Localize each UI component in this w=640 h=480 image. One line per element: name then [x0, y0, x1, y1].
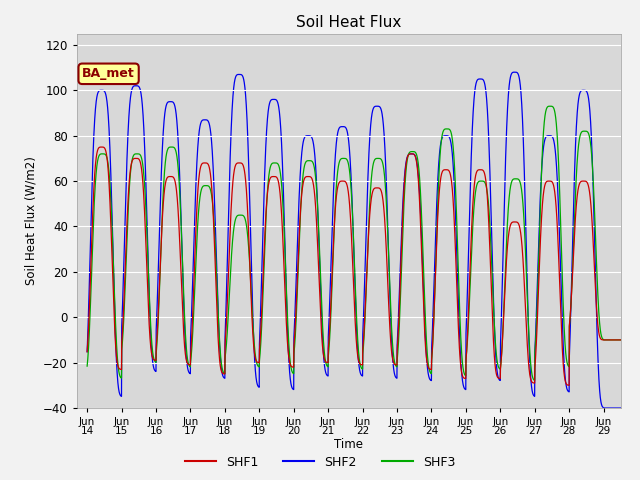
- SHF3: [403, 157, 411, 163]
- SHF1: [565, 383, 573, 388]
- SHF3: [617, 337, 625, 343]
- SHF2: [511, 69, 518, 75]
- X-axis label: Time: Time: [334, 438, 364, 451]
- SHF1: [481, 175, 489, 180]
- SHF2: [600, 405, 607, 411]
- SHF1: [83, 349, 91, 355]
- SHF2: [403, 154, 411, 160]
- SHF3: [547, 103, 554, 109]
- Text: BA_met: BA_met: [82, 67, 135, 80]
- SHF1: [98, 144, 106, 150]
- SHF2: [430, 276, 438, 281]
- Title: Soil Heat Flux: Soil Heat Flux: [296, 15, 401, 30]
- SHF1: [431, 302, 438, 308]
- SHF3: [83, 363, 91, 369]
- SHF1: [403, 155, 411, 160]
- SHF2: [180, 311, 188, 317]
- SHF1: [180, 338, 188, 344]
- Line: SHF3: SHF3: [87, 106, 621, 381]
- SHF3: [430, 308, 438, 313]
- SHF3: [481, 180, 489, 186]
- Line: SHF1: SHF1: [87, 147, 621, 385]
- SHF2: [83, 349, 91, 355]
- SHF1: [522, 316, 530, 322]
- SHF3: [531, 378, 538, 384]
- SHF1: [287, 363, 295, 369]
- SHF2: [481, 84, 489, 90]
- SHF3: [522, 258, 530, 264]
- SHF3: [180, 302, 188, 308]
- Legend: SHF1, SHF2, SHF3: SHF1, SHF2, SHF3: [180, 451, 460, 474]
- Y-axis label: Soil Heat Flux (W/m2): Soil Heat Flux (W/m2): [24, 156, 38, 285]
- SHF2: [522, 233, 530, 239]
- SHF3: [287, 365, 295, 371]
- SHF2: [287, 381, 295, 387]
- SHF2: [617, 405, 625, 411]
- Line: SHF2: SHF2: [87, 72, 621, 408]
- SHF1: [617, 337, 625, 343]
